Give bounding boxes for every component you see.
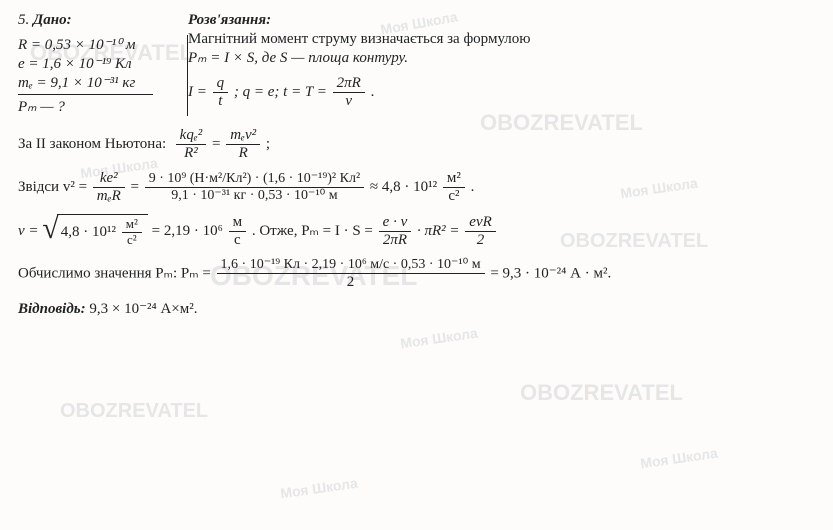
- newton-line: За II законом Ньютона: kqₑ² R² = mₑv² R …: [18, 127, 815, 163]
- v2-line: Звідси v² = ke² mₑR = 9 · 10⁹ (Н·м²/Кл²)…: [18, 170, 815, 206]
- frac-v2-right: 9 · 10⁹ (Н·м²/Кл²) · (1,6 · 10⁻¹⁹)² Кл² …: [145, 171, 364, 204]
- given-R: R = 0,53 × 10⁻¹⁰ м: [18, 35, 181, 54]
- frac-unit-m2c2: м² с²: [443, 170, 465, 206]
- watermark: OBOZREVATEL: [520, 380, 683, 406]
- frac-mc: м с: [229, 214, 247, 250]
- answer-value: 9,3 × 10⁻²⁴ А×м².: [89, 301, 197, 317]
- sol-line2: Pₘ = I × S, де S — площа контуру.: [188, 48, 815, 67]
- watermark: Моя Школа: [399, 325, 478, 352]
- frac-pm1: e · v 2πR: [379, 214, 412, 250]
- frac-calc: 1,6 · 10⁻¹⁹ Кл · 2,19 · 10⁶ м/с · 0,53 ·…: [217, 257, 485, 291]
- sol-line1: Магнітний момент струму визначається за …: [188, 31, 815, 48]
- frac-newton-left: kqₑ² R²: [176, 127, 207, 163]
- given-block: R = 0,53 × 10⁻¹⁰ м e = 1,6 × 10⁻¹⁹ Кл mₑ…: [18, 35, 188, 116]
- frac-v2-left: ke² mₑR: [93, 170, 125, 206]
- given-Pm: Pₘ — ?: [18, 97, 181, 116]
- watermark: OBOZREVATEL: [60, 400, 208, 423]
- answer-line: Відповідь: 9,3 × 10⁻²⁴ А×м².: [18, 299, 815, 320]
- v-line: v = √ 4,8 · 10¹² м² с² = 2,19 · 10⁶ м с …: [18, 214, 815, 250]
- dano-label: Дано:: [33, 12, 72, 28]
- frac-2piR-v: 2πR v: [333, 75, 365, 111]
- frac-q-t: q t: [213, 75, 229, 111]
- calc-line: Обчислимо значення Pₘ: Pₘ = 1,6 · 10⁻¹⁹ …: [18, 257, 815, 291]
- watermark: Моя Школа: [279, 475, 358, 502]
- watermark: Моя Школа: [639, 445, 718, 472]
- answer-label: Відповідь:: [18, 301, 86, 317]
- given-solution-row: R = 0,53 × 10⁻¹⁰ м e = 1,6 × 10⁻¹⁹ Кл mₑ…: [18, 31, 815, 119]
- given-divider: [18, 94, 153, 95]
- rozv-label: Розв'язання:: [188, 12, 271, 28]
- given-m: mₑ = 9,1 × 10⁻³¹ кг: [18, 73, 181, 92]
- sqrt-v: √ 4,8 · 10¹² м² с²: [42, 214, 148, 248]
- frac-newton-right: mₑv² R: [226, 127, 260, 163]
- header-row: 5. Дано: Розв'язання:: [18, 12, 815, 29]
- problem-number: 5.: [18, 12, 29, 28]
- sol-line-I: I = q t ; q = e; t = T = 2πR v .: [188, 75, 815, 111]
- frac-pm2: evR 2: [465, 214, 495, 250]
- given-e: e = 1,6 × 10⁻¹⁹ Кл: [18, 54, 181, 73]
